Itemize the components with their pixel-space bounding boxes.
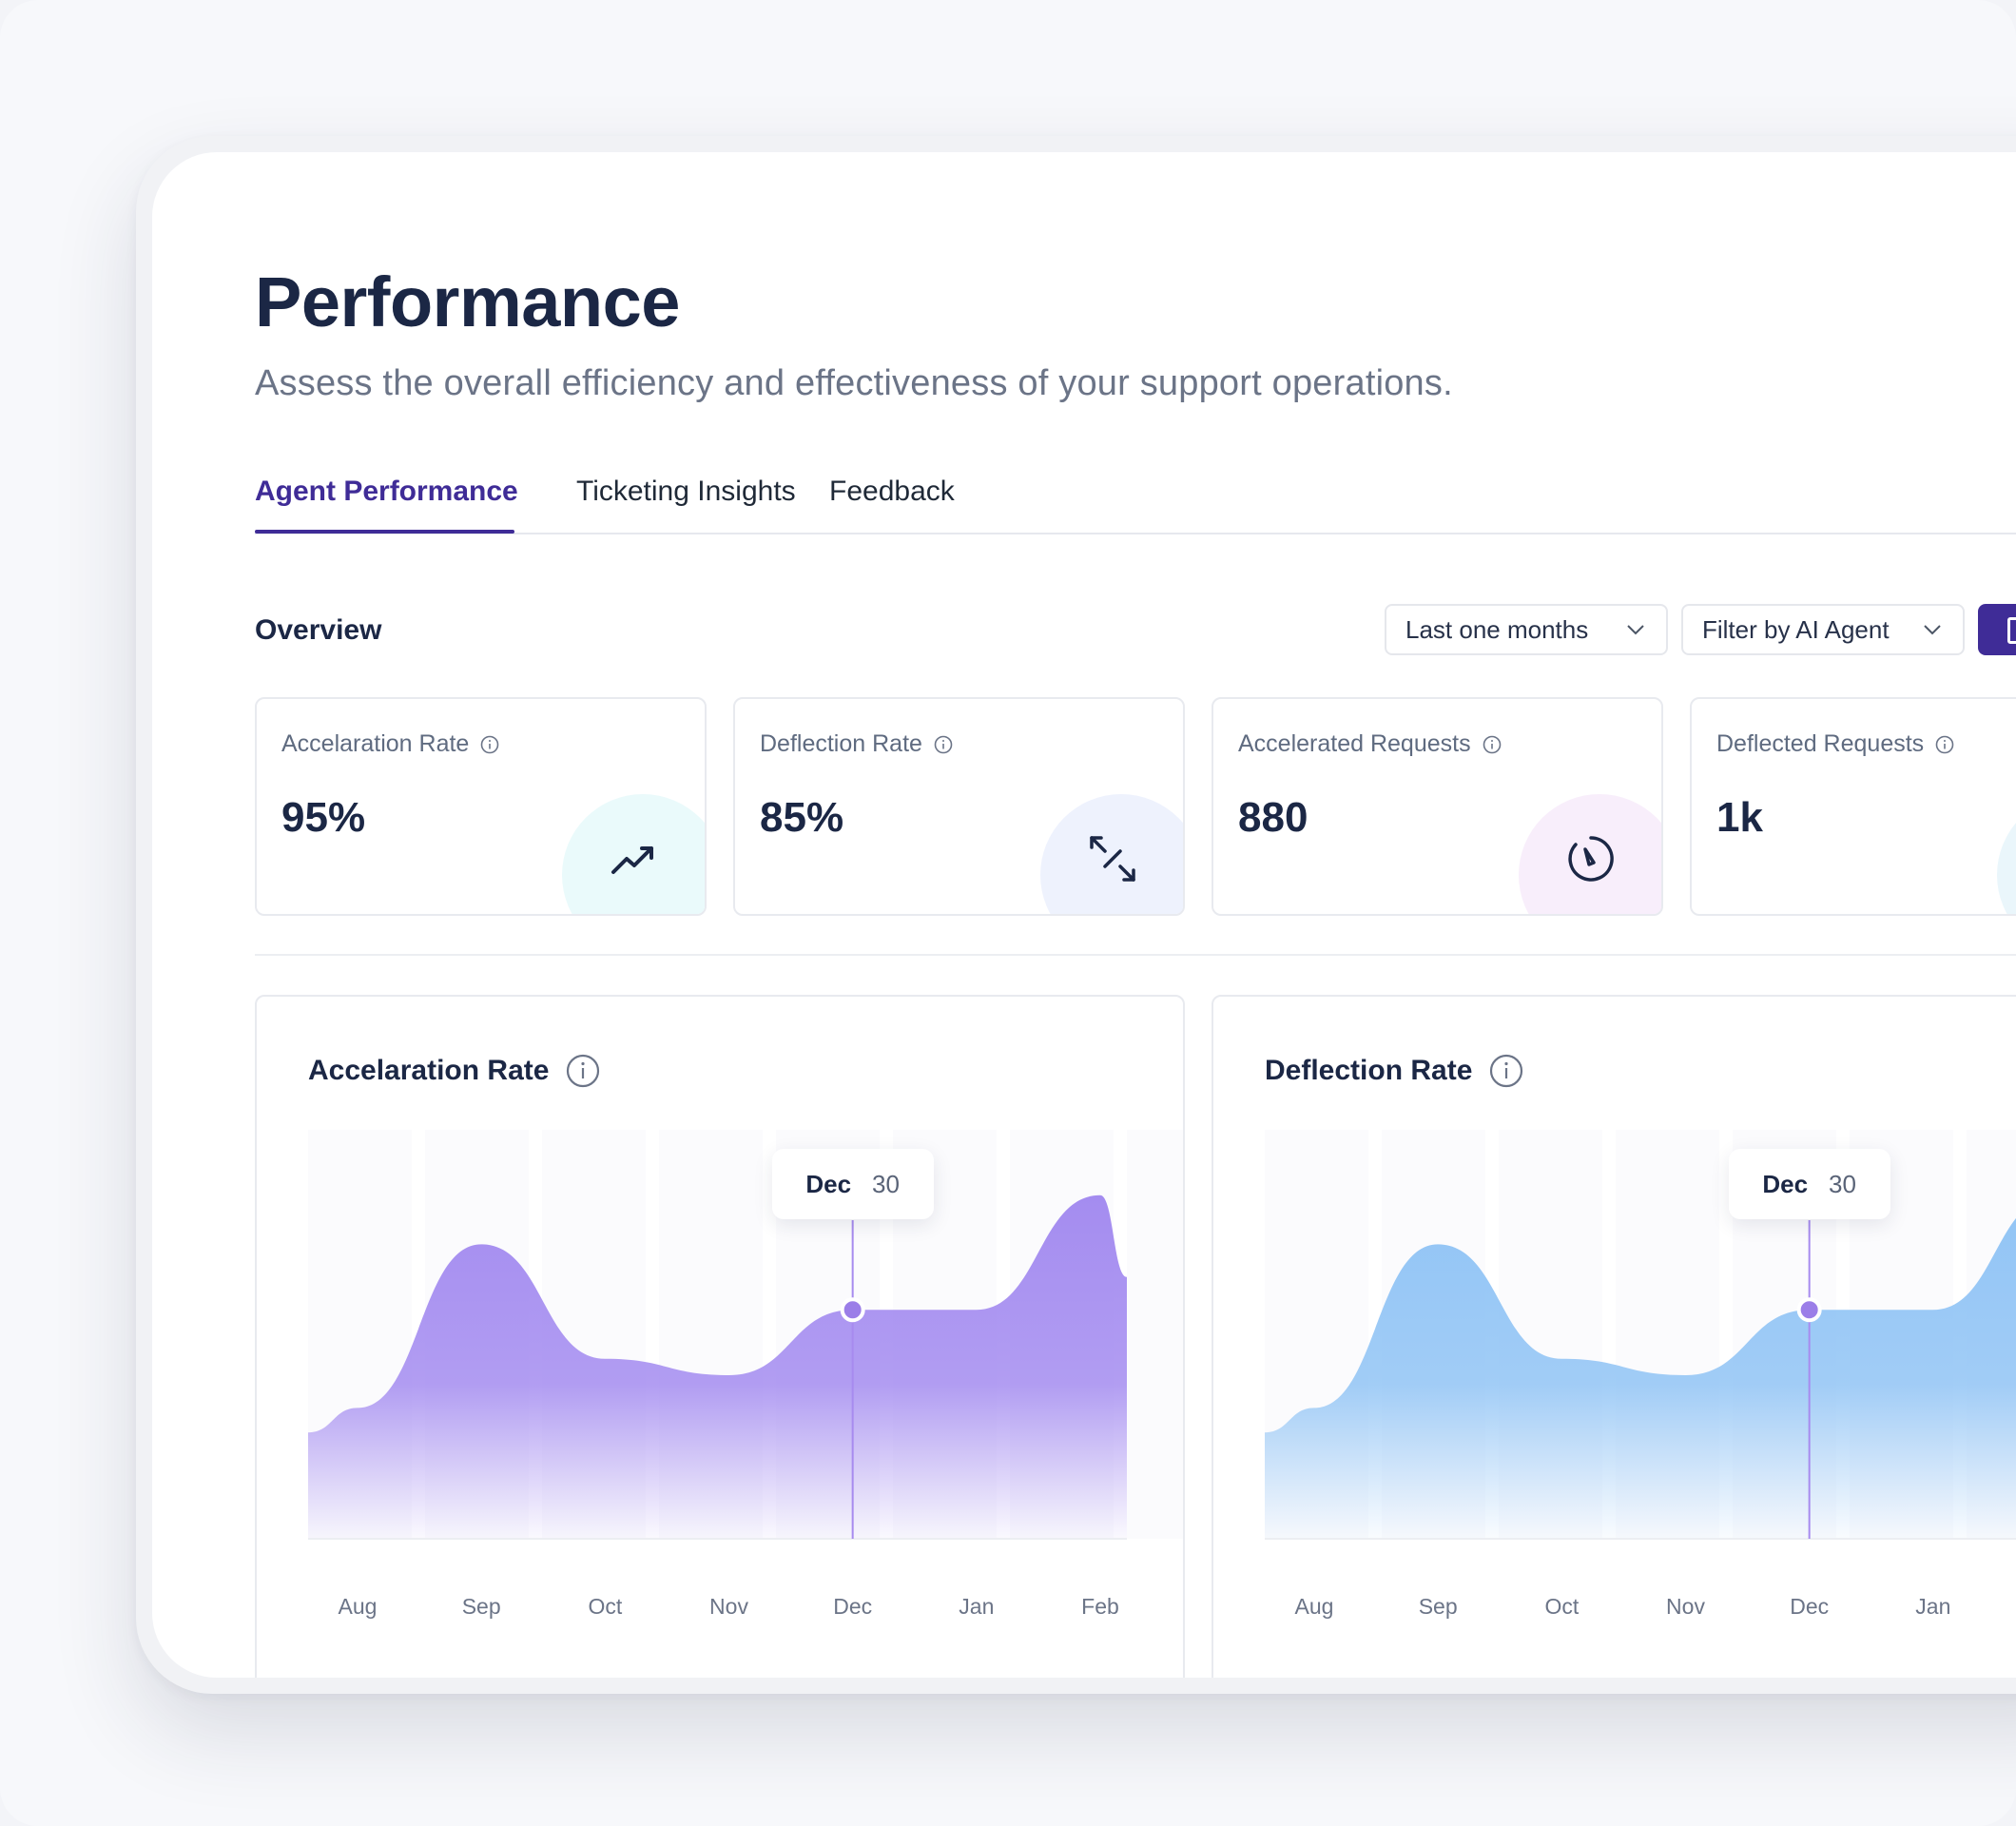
highlight-point[interactable] <box>840 1297 865 1323</box>
deflection-arrows-icon <box>1090 836 1135 882</box>
area-chart <box>308 1130 1183 1540</box>
chart-tooltip: Dec 30 <box>771 1149 934 1219</box>
chevron-down-icon <box>1924 625 1941 635</box>
section-divider <box>255 954 2016 956</box>
x-tick-label: Jan <box>959 1594 995 1619</box>
metric-value: 95% <box>281 794 366 841</box>
metric-value: 880 <box>1238 794 1308 841</box>
metric-label: Accelaration Rate <box>281 730 470 757</box>
overview-heading: Overview <box>255 614 382 646</box>
chevron-down-icon <box>1627 625 1644 635</box>
tab-feedback[interactable]: Feedback <box>829 476 955 507</box>
x-tick-label: Oct <box>1544 1594 1580 1619</box>
x-tick-label: Aug <box>1294 1594 1334 1619</box>
acceleration-rate-chart-card: Accelaration Rate Dec 30 Aug Sep Oct Nov Dec Ja… <box>255 995 1185 1678</box>
chart-title: Deflection Rate <box>1265 1055 1473 1086</box>
metric-card-deflected-requests: Deflected Requests 1k <box>1690 697 2016 916</box>
page-title: Performance <box>255 262 680 341</box>
highlight-point[interactable] <box>1796 1297 1822 1323</box>
metric-card-accelerated-requests: Accelerated Requests 880 <box>1212 697 1663 916</box>
x-tick-label: Dec <box>1790 1594 1830 1619</box>
tab-ticketing-insights[interactable]: Ticketing Insights <box>576 476 796 507</box>
metric-value: 1k <box>1716 794 1763 841</box>
agent-filter-value: Filter by AI Agent <box>1702 614 1890 644</box>
x-tick-label: Aug <box>338 1594 378 1619</box>
metric-card-acceleration-rate: Accelaration Rate 95% <box>255 697 707 916</box>
tooltip-month: Dec <box>1762 1169 1809 1198</box>
x-tick-label: Jan <box>1915 1594 1951 1619</box>
x-tick-label: Oct <box>588 1594 623 1619</box>
period-select[interactable]: Last one months <box>1385 604 1668 655</box>
primary-action-button[interactable] <box>1978 604 2016 655</box>
chart-title-wrap: Deflection Rate <box>1265 1054 1523 1088</box>
info-icon[interactable] <box>480 735 499 754</box>
icon-background <box>1997 794 2016 914</box>
chart-title: Accelaration Rate <box>308 1055 550 1086</box>
tooltip-value: 30 <box>872 1169 900 1198</box>
metric-label-wrap: Deflection Rate <box>760 730 953 758</box>
info-icon[interactable] <box>934 735 953 754</box>
area-series <box>1265 1218 2016 1539</box>
period-select-value: Last one months <box>1405 614 1589 644</box>
x-tick-label: Nov <box>709 1594 748 1619</box>
app-screen: Performance Assess the overall efficienc… <box>152 152 2016 1678</box>
metric-label-wrap: Accelerated Requests <box>1238 730 1502 758</box>
area-chart <box>1265 1130 2016 1540</box>
info-icon[interactable] <box>1489 1054 1523 1088</box>
x-tick-label: Feb <box>1081 1594 1119 1619</box>
info-icon[interactable] <box>566 1054 600 1088</box>
metric-card-deflection-rate: Deflection Rate 85% <box>733 697 1185 916</box>
metric-label: Deflected Requests <box>1716 730 1925 757</box>
agent-filter-select[interactable]: Filter by AI Agent <box>1681 604 1965 655</box>
page-subtitle: Assess the overall efficiency and effect… <box>255 363 1453 403</box>
x-tick-label: Sep <box>461 1594 501 1619</box>
x-tick-label: Sep <box>1418 1594 1458 1619</box>
x-tick-label: Dec <box>833 1594 873 1619</box>
info-icon[interactable] <box>1935 735 1954 754</box>
chart-tooltip: Dec 30 <box>1728 1149 1890 1219</box>
timer-icon <box>1568 836 1614 882</box>
deflection-rate-chart-card: Deflection Rate Dec30AugSepOctNovDecJanF… <box>1212 995 2016 1678</box>
metric-label-wrap: Accelaration Rate <box>281 730 499 758</box>
metric-value: 85% <box>760 794 844 841</box>
active-tab-indicator <box>255 530 514 534</box>
trending-up-icon <box>611 846 653 874</box>
tab-agent-performance[interactable]: Agent Performance <box>255 476 518 507</box>
area-series <box>308 1195 1127 1539</box>
info-icon[interactable] <box>1483 735 1502 754</box>
tooltip-value: 30 <box>1829 1169 1856 1198</box>
x-tick-label: Nov <box>1666 1594 1705 1619</box>
chart-title-wrap: Accelaration Rate <box>308 1054 600 1088</box>
tooltip-month: Dec <box>805 1169 852 1198</box>
document-icon <box>2007 617 2016 644</box>
metric-label-wrap: Deflected Requests <box>1716 730 1954 758</box>
tabs-divider <box>255 533 2016 534</box>
metric-label: Deflection Rate <box>760 730 922 757</box>
grid-band <box>1127 1130 1183 1539</box>
metric-label: Accelerated Requests <box>1238 730 1471 757</box>
